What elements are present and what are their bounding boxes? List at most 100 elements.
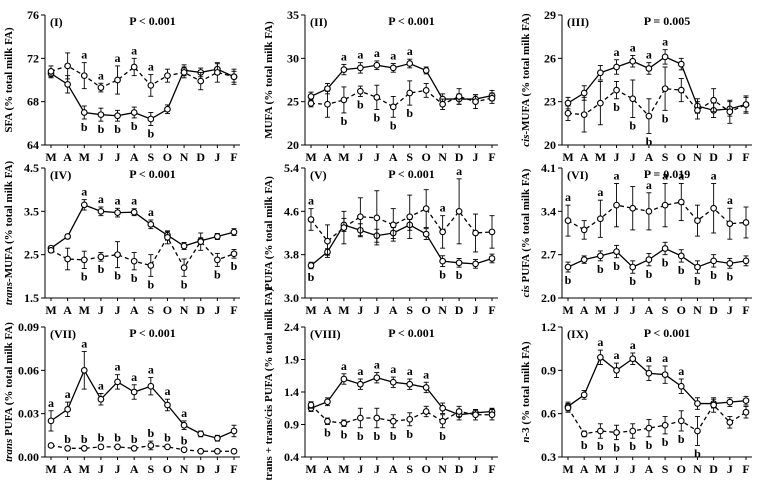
y-tick-label: 68 [27, 95, 39, 109]
x-tick-label: A [130, 303, 139, 317]
x-tick-label: O [422, 150, 431, 164]
series-line-dashed [310, 207, 493, 243]
y-tick-label: 3.0 [284, 291, 299, 305]
x-tick-label: D [455, 150, 464, 164]
data-point [80, 201, 88, 209]
y-tick-label: 3.8 [284, 248, 299, 262]
data-point [472, 411, 479, 419]
y-tick-label: 29 [544, 8, 556, 22]
significance-letter: b [114, 122, 121, 136]
data-point [455, 259, 463, 267]
data-point [439, 417, 446, 425]
y-tick-label: 1.4 [284, 385, 299, 399]
x-tick-label: J [374, 150, 380, 164]
significance-letter: b [662, 111, 669, 125]
data-point [230, 73, 238, 81]
data-point [340, 224, 348, 231]
data-point [694, 263, 701, 271]
significance-letter: b [390, 118, 397, 132]
significance-letter: a [711, 168, 717, 182]
significance-letter: a [423, 367, 429, 381]
x-tick-label: D [196, 303, 205, 317]
significance-letter: b [597, 262, 604, 276]
series-line-dashed [50, 444, 234, 452]
data-point [164, 233, 171, 241]
data-point [564, 404, 572, 412]
y-tick-label: 5.4 [284, 161, 299, 175]
y-axis-title-italic: n [520, 437, 532, 443]
data-point [472, 98, 479, 106]
significance-letter: b [613, 100, 620, 114]
data-point [613, 201, 620, 209]
data-point [406, 60, 414, 67]
panel-label: (VIII) [310, 327, 341, 341]
data-point [373, 374, 381, 382]
data-point [64, 80, 71, 88]
data-point [661, 85, 669, 93]
data-point [629, 427, 637, 435]
y-tick-label: 0.09 [18, 320, 39, 334]
significance-letter: a [374, 358, 380, 372]
data-point [324, 398, 331, 406]
data-point [742, 219, 750, 226]
data-point [197, 447, 205, 455]
significance-letter: b [131, 271, 138, 285]
data-point [389, 64, 397, 72]
significance-letter: b [98, 430, 105, 444]
significance-letter: b [726, 269, 733, 283]
data-point [406, 89, 414, 97]
data-point [580, 256, 588, 263]
data-point [164, 443, 171, 451]
y-axis-title: n-3 (% total milk FA) [520, 341, 532, 443]
significance-letter: b [678, 432, 685, 446]
x-tick-label: A [130, 462, 139, 476]
x-tick-label: M [45, 462, 56, 476]
y-tick-label: 0.9 [541, 363, 556, 377]
x-tick-label: M [338, 150, 349, 164]
series-line-solid [50, 368, 235, 439]
y-axis-title: PUFA (% total milk FA) [263, 176, 275, 290]
data-point [80, 109, 88, 116]
significance-letter: b [114, 269, 121, 283]
x-tick-label: J [98, 462, 104, 476]
data-point [726, 398, 734, 406]
x-tick-label: N [180, 462, 189, 476]
data-point [422, 67, 430, 74]
significance-letter: a [727, 193, 733, 207]
significance-letter: b [164, 430, 171, 444]
data-point [597, 252, 604, 260]
p-value-label: P < 0.001 [388, 14, 435, 28]
data-point [114, 443, 121, 451]
x-tick-label: J [614, 462, 620, 476]
significance-letter: b [439, 268, 446, 282]
data-point [597, 69, 604, 77]
x-tick-label: O [677, 303, 686, 317]
x-tick-label: M [305, 150, 316, 164]
significance-letter: b [181, 433, 188, 447]
y-tick-label: 20 [287, 138, 299, 152]
significance-letter: a [662, 351, 668, 365]
significance-letter: b [613, 441, 620, 455]
significance-letter: a [678, 168, 684, 182]
p-value-label: P < 0.001 [388, 326, 435, 340]
y-tick-label: 1.2 [541, 320, 556, 334]
significance-letter: a [678, 364, 684, 378]
y-axis-title: trans PUFA (% total milk FA) [3, 322, 15, 462]
x-tick-label: J [727, 150, 733, 164]
panel-label: (IX) [567, 327, 588, 341]
significance-letter: b [308, 270, 315, 284]
x-tick-label: J [357, 462, 363, 476]
x-tick-label: J [727, 303, 733, 317]
data-point [197, 430, 205, 438]
data-point [97, 443, 105, 451]
x-tick-label: J [214, 303, 220, 317]
data-point [645, 112, 653, 120]
p-value-label: P < 0.001 [644, 326, 691, 340]
significance-letter: b [581, 438, 588, 452]
x-tick-label: A [63, 303, 72, 317]
significance-letter: a [630, 40, 636, 54]
x-tick-label: N [693, 462, 702, 476]
y-axis-title-italic: cis [520, 285, 532, 297]
y-axis-title: MUFA (% total milk FA) [263, 21, 275, 139]
x-tick-label: A [389, 303, 398, 317]
